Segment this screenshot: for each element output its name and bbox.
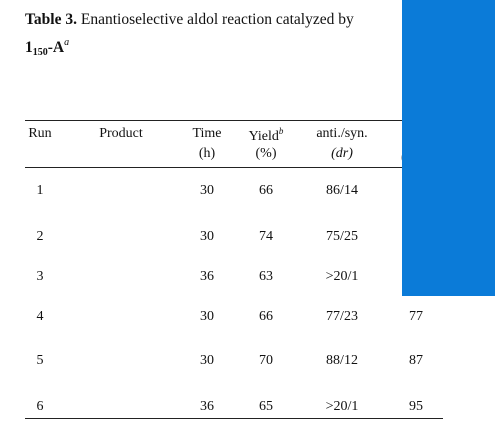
cell-yield: 63 <box>259 269 273 284</box>
table-label: Table 3. <box>25 11 77 28</box>
cell-dr: 86/14 <box>326 183 358 198</box>
cell-run: 1 <box>36 183 44 198</box>
header-yield-unit: (%) <box>255 146 277 161</box>
cell-yield: 74 <box>259 229 273 244</box>
header-run: Run <box>28 126 52 141</box>
cell-time: 30 <box>200 183 214 198</box>
cell-run: 6 <box>36 399 44 414</box>
cell-time: 36 <box>200 269 214 284</box>
header-time: Time <box>192 126 222 141</box>
cell-dr: 77/23 <box>326 309 358 324</box>
cell-yield: 66 <box>259 183 273 198</box>
table-caption: Table 3. Enantioselective aldol reaction… <box>25 8 395 64</box>
header-bottom-rule <box>25 167 443 168</box>
cell-time: 30 <box>200 229 214 244</box>
cell-yield: 66 <box>259 309 273 324</box>
cell-time: 36 <box>200 399 214 414</box>
table-top-rule <box>25 120 443 121</box>
cell-dr: 75/25 <box>326 229 358 244</box>
cell-run: 4 <box>36 309 44 324</box>
blue-overlay-panel <box>402 0 495 296</box>
cell-dr: 88/12 <box>326 353 358 368</box>
catalyst-name: 1150-A <box>25 39 65 58</box>
cell-time: 30 <box>200 309 214 324</box>
cell-run: 5 <box>36 353 44 368</box>
cell-dr: >20/1 <box>325 399 359 414</box>
header-yield: Yieldb <box>248 126 284 144</box>
caption-text: Enantioselective aldol reaction catalyze… <box>80 11 354 28</box>
cell-yield: 65 <box>259 399 273 414</box>
cell-time: 30 <box>200 353 214 368</box>
header-time-unit: (h) <box>198 146 216 161</box>
header-antisyn-unit: (dr) <box>331 146 353 161</box>
cell-run: 2 <box>36 229 44 244</box>
cell-dr: >20/1 <box>325 269 359 284</box>
header-product: Product <box>99 126 143 141</box>
cell-ee: 87 <box>409 353 423 368</box>
cell-run: 3 <box>36 269 44 284</box>
cell-ee: 77 <box>409 309 423 324</box>
caption-footnote-mark: a <box>64 37 70 48</box>
cell-yield: 70 <box>259 353 273 368</box>
table-bottom-rule <box>25 418 443 419</box>
cell-ee: 95 <box>409 399 423 414</box>
header-antisyn: anti./syn. <box>316 126 368 141</box>
